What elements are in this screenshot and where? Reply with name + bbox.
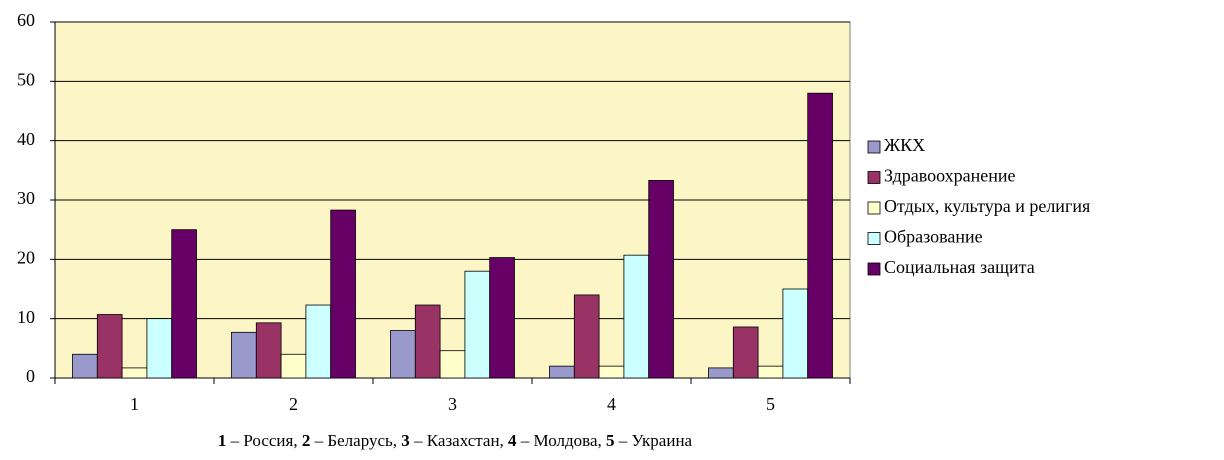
caption-text: – Казахстан, xyxy=(410,431,508,450)
legend-label: ЖКХ xyxy=(884,135,925,155)
bar xyxy=(171,229,197,379)
caption-key: 2 xyxy=(302,431,311,450)
caption-text: – Молдова, xyxy=(517,431,606,450)
bar xyxy=(464,270,491,379)
bar xyxy=(782,288,809,379)
x-tick-label: 2 xyxy=(289,394,298,414)
bar xyxy=(146,318,173,379)
legend-swatch xyxy=(867,171,881,184)
caption-key: 3 xyxy=(401,431,410,450)
caption-key: 5 xyxy=(606,431,615,450)
bar xyxy=(623,254,650,379)
y-tick-label: 10 xyxy=(17,307,35,327)
caption-text: – Россия, xyxy=(226,431,301,450)
caption: 1 – Россия, 2 – Беларусь, 3 – Казахстан,… xyxy=(218,431,693,450)
bar xyxy=(549,365,575,379)
bar xyxy=(732,326,759,379)
caption-text: – Беларусь, xyxy=(310,431,401,450)
legend-swatch xyxy=(867,201,881,215)
bar xyxy=(598,365,625,379)
legend-label: Образование xyxy=(884,227,983,247)
y-tick-label: 30 xyxy=(17,188,35,208)
y-tick-label: 20 xyxy=(17,247,35,267)
legend-swatch xyxy=(867,140,881,154)
caption-text: – Украина xyxy=(615,431,693,450)
bar xyxy=(439,350,466,379)
caption-key: 4 xyxy=(508,431,517,450)
bar xyxy=(708,367,734,379)
bar xyxy=(121,367,148,379)
bar xyxy=(96,314,123,379)
bar xyxy=(72,353,98,379)
x-tick-label: 3 xyxy=(448,394,457,414)
bar xyxy=(390,330,416,379)
bar xyxy=(573,294,600,379)
x-tick-label: 1 xyxy=(130,394,139,414)
bar xyxy=(807,92,833,379)
bar xyxy=(757,365,784,379)
bar xyxy=(305,304,332,379)
caption-key: 1 xyxy=(218,431,227,450)
legend-label: Социальная защита xyxy=(884,257,1035,277)
bar xyxy=(255,322,282,379)
bar xyxy=(648,180,674,379)
bar xyxy=(280,353,307,379)
x-tick-label: 5 xyxy=(766,394,775,414)
x-tick-label: 4 xyxy=(607,394,616,414)
legend-swatch xyxy=(867,262,881,276)
bar xyxy=(489,257,515,379)
legend-label: Здравоохранение xyxy=(884,166,1016,186)
bar xyxy=(330,209,356,379)
y-tick-label: 50 xyxy=(17,69,35,89)
legend-swatch xyxy=(867,232,881,245)
bar xyxy=(231,331,257,379)
y-tick-label: 60 xyxy=(17,10,35,30)
y-tick-label: 0 xyxy=(26,366,35,386)
legend-label: Отдых, культура и религия xyxy=(884,196,1090,216)
y-tick-label: 40 xyxy=(17,129,35,149)
bar xyxy=(414,304,441,379)
